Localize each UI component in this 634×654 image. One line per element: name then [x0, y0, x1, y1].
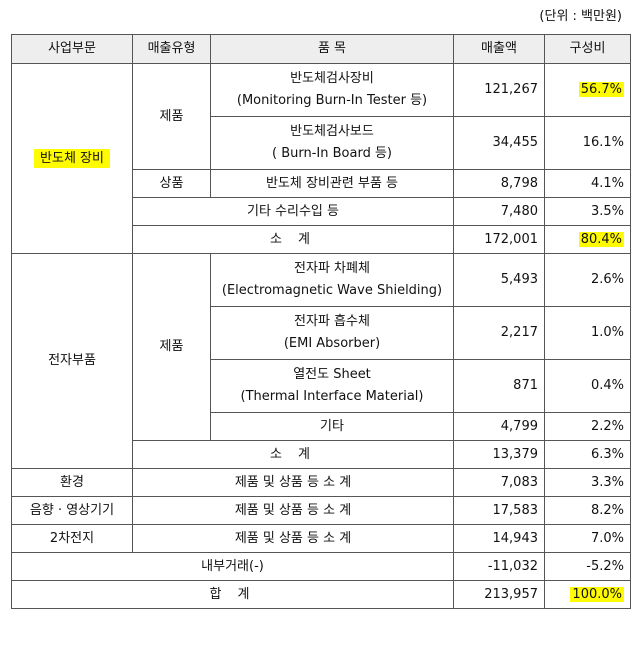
sales-cell: 17,583 [453, 496, 545, 525]
sales-cell: 5,493 [453, 253, 545, 307]
subtotal-label: 소 계 [132, 225, 454, 254]
sales-cell: 172,001 [453, 225, 545, 254]
table-row: 반도체검사보드( Burn-In Board 등) 34,455 16.1% [12, 116, 631, 170]
table-row: 환경 제품 및 상품 등 소 계 7,083 3.3% [11, 468, 631, 497]
subtotal-row: 소 계 13,379 6.3% [12, 440, 631, 469]
sales-cell: 13,379 [453, 440, 545, 469]
sales-cell: 8,798 [453, 169, 545, 198]
item-cell: 열전도 Sheet (Thermal Interface Material) [210, 359, 454, 413]
table-row: 2차전지 제품 및 상품 등 소 계 14,943 7.0% [11, 524, 631, 553]
item-cell: 기타 [210, 412, 454, 441]
sales-cell: 4,799 [453, 412, 545, 441]
header-sales-type: 매출유형 [132, 34, 211, 64]
ratio-cell: 7.0% [544, 524, 631, 553]
item-cell: 전자파 흡수체 (EMI Absorber) [210, 306, 454, 360]
segment-label: 반도체 장비 [34, 148, 110, 168]
ratio-cell: 1.0% [544, 306, 631, 360]
sales-cell: 121,267 [453, 63, 545, 117]
header-ratio: 구성비 [544, 34, 631, 64]
ratio-cell: -5.2% [544, 552, 631, 581]
header-row: 사업부문 매출유형 품 목 매출액 구성비 [11, 34, 631, 64]
item-cell: 기타 수리수입 등 [132, 197, 454, 226]
sales-cell: 7,480 [453, 197, 545, 226]
table-row: 열전도 Sheet (Thermal Interface Material) 87… [12, 359, 631, 413]
table-row: 음향 · 영상기기 제품 및 상품 등 소 계 17,583 8.2% [11, 496, 631, 525]
table-row: 전자파 흡수체 (EMI Absorber) 2,217 1.0% [12, 306, 631, 360]
item-cell: 반도체 장비관련 부품 등 [210, 169, 454, 198]
ratio-cell: 80.4% [544, 225, 631, 254]
ratio-cell: 3.5% [544, 197, 631, 226]
header-sales: 매출액 [453, 34, 545, 64]
total-row: 합 계 213,957 100.0% [11, 580, 631, 609]
item-cell: 반도체검사보드( Burn-In Board 등) [210, 116, 454, 170]
table-row: 전자부품 제품 전자파 차폐체 (Electromagnetic Wave Shi… [11, 253, 631, 469]
item-cell: 반도체검사장비 (Monitoring Burn-In Tester 등) [210, 63, 454, 117]
header-segment: 사업부문 [11, 34, 133, 64]
segment-cell: 전자부품 [11, 253, 133, 469]
sales-type-cell: 상품 [132, 169, 211, 198]
sales-cell: 7,083 [453, 468, 545, 497]
ratio-cell: 2.2% [544, 412, 631, 441]
segment-cell: 음향 · 영상기기 [11, 496, 133, 525]
table-row: 상품 반도체 장비관련 부품 등 8,798 4.1% [12, 169, 631, 198]
ratio-cell: 6.3% [544, 440, 631, 469]
internal-transaction-row: 내부거래(-) -11,032 -5.2% [11, 552, 631, 581]
sales-cell: 34,455 [453, 116, 545, 170]
sales-cell: 14,943 [453, 524, 545, 553]
segment-cell: 반도체 장비 [11, 63, 133, 254]
ratio-cell: 16.1% [544, 116, 631, 170]
item-cell: 제품 및 상품 등 소 계 [132, 524, 454, 553]
sales-cell: -11,032 [453, 552, 545, 581]
sales-cell: 871 [453, 359, 545, 413]
subtotal-label: 소 계 [132, 440, 454, 469]
sales-cell: 213,957 [453, 580, 545, 609]
segment-cell: 2차전지 [11, 524, 133, 553]
table-row: 기타 4,799 2.2% [12, 412, 631, 441]
sales-table: 사업부문 매출유형 품 목 매출액 구성비 반도체 장비 제품 반도체검사장비(… [11, 34, 631, 609]
table-row: 반도체 장비 제품 반도체검사장비 (Monitoring Burn-In Tes… [11, 63, 631, 254]
ratio-cell: 3.3% [544, 468, 631, 497]
sales-cell: 2,217 [453, 306, 545, 360]
item-cell: 전자파 차폐체 (Electromagnetic Wave Shielding) [210, 253, 454, 307]
ratio-cell: 0.4% [544, 359, 631, 413]
item-cell: 제품 및 상품 등 소 계 [132, 496, 454, 525]
ratio-cell: 56.7% [544, 63, 631, 117]
header-item: 품 목 [210, 34, 454, 64]
sales-type-cell: 제품 [132, 253, 211, 441]
segment-cell: 환경 [11, 468, 133, 497]
internal-label: 내부거래(-) [11, 552, 454, 581]
total-label: 합 계 [11, 580, 454, 609]
ratio-cell: 100.0% [544, 580, 631, 609]
item-cell: 제품 및 상품 등 소 계 [132, 468, 454, 497]
ratio-cell: 8.2% [544, 496, 631, 525]
ratio-cell: 2.6% [544, 253, 631, 307]
unit-note: (단위 : 백만원) [539, 9, 622, 24]
sales-type-cell: 제품 [132, 63, 211, 170]
ratio-cell: 4.1% [544, 169, 631, 198]
